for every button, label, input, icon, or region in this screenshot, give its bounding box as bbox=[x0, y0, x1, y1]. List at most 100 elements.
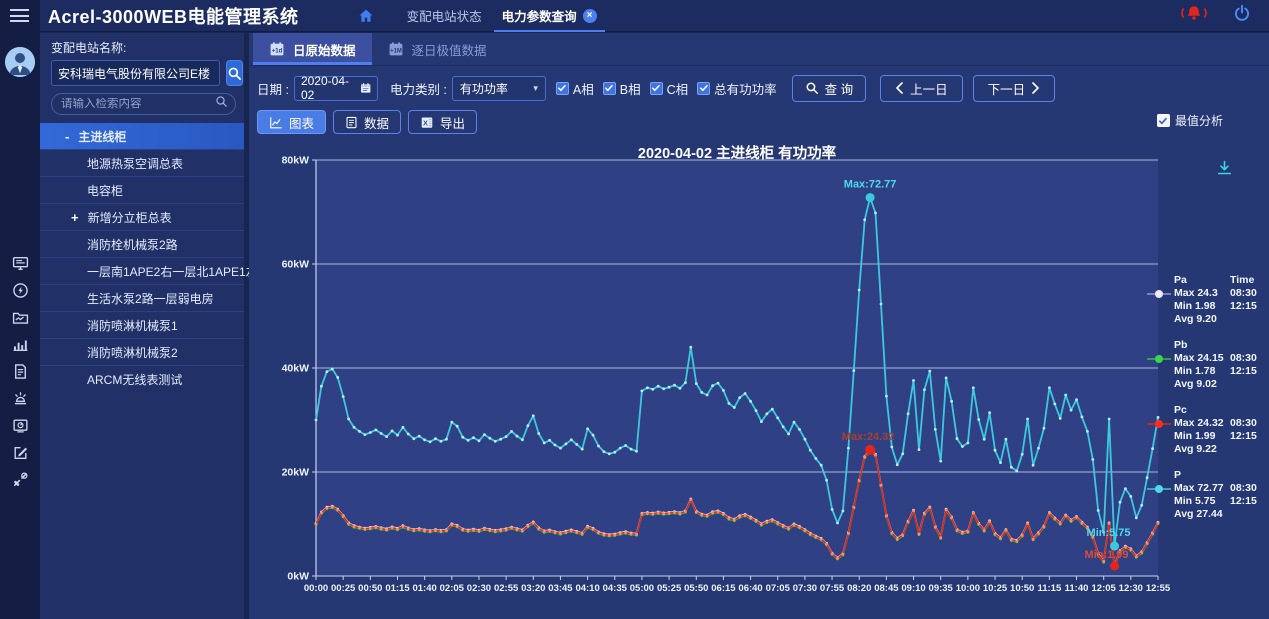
series-P-marker bbox=[445, 437, 448, 441]
tree-node-6[interactable]: 生活水泵2路一层弱电房 bbox=[40, 284, 244, 311]
series-P-marker bbox=[933, 428, 937, 431]
series-stats-legend: Pa Time Max 24.3 08:30 Min 1.98 12:15 Avg 9.20… bbox=[1147, 274, 1267, 534]
report-icon[interactable] bbox=[0, 358, 40, 385]
edit-icon[interactable] bbox=[0, 439, 40, 466]
series-Pc-marker bbox=[646, 511, 649, 515]
x-axis-label: 04:10 bbox=[575, 583, 599, 594]
tree-node-2[interactable]: 电容柜 bbox=[40, 176, 244, 203]
archive-icon[interactable] bbox=[0, 304, 40, 331]
meter-icon[interactable] bbox=[0, 412, 40, 439]
alarm-bell-icon[interactable] bbox=[1179, 3, 1209, 28]
series-Pc-marker bbox=[1031, 537, 1035, 541]
collapse-icon[interactable]: - bbox=[65, 128, 70, 144]
date-picker[interactable]: 2020-04-02 bbox=[293, 74, 378, 102]
series-Pc-marker bbox=[1096, 552, 1100, 556]
series-Pc-marker bbox=[629, 532, 633, 536]
legend-series-name: Pb bbox=[1174, 339, 1188, 351]
series-P-marker bbox=[1053, 402, 1057, 406]
next-day-button[interactable]: 下一日 bbox=[972, 74, 1056, 102]
query-button[interactable]: 查 询 bbox=[791, 74, 867, 102]
tree-node-1[interactable]: 地源热泵空调总表 bbox=[40, 149, 244, 176]
legend-group-Pc[interactable]: Pc Max 24.32 08:30 Min 1.99 12:15 Avg 9.22 bbox=[1147, 404, 1267, 456]
station-name-input[interactable] bbox=[51, 60, 220, 86]
series-Pc-marker bbox=[1075, 515, 1078, 519]
energy-icon[interactable] bbox=[0, 277, 40, 304]
tree-node-3[interactable]: + 新增分立柜总表 bbox=[40, 203, 244, 230]
series-P-marker bbox=[684, 381, 687, 384]
main-tab-1[interactable]: +1M 逐日极值数据 bbox=[372, 33, 503, 65]
header-tab-0[interactable]: 变配电站状态 bbox=[397, 0, 492, 32]
checkbox-checked-icon bbox=[649, 81, 663, 95]
checkbox-checked-icon bbox=[1156, 114, 1170, 127]
close-tab-icon[interactable]: × bbox=[582, 8, 597, 23]
series-Pc-marker bbox=[836, 556, 839, 560]
download-icon[interactable] bbox=[1216, 160, 1233, 181]
series-P-marker bbox=[863, 218, 867, 222]
phase-checkbox-2[interactable]: C相 bbox=[649, 79, 688, 98]
power-category-select[interactable]: 有功功率 ▾ bbox=[451, 75, 546, 101]
series-P-marker bbox=[1048, 386, 1051, 390]
export-button[interactable]: X 导出 bbox=[408, 110, 478, 134]
bar-chart-icon[interactable] bbox=[0, 331, 40, 358]
category-label: 电力类别 : bbox=[389, 82, 447, 97]
series-Pc-marker bbox=[711, 511, 714, 514]
x-axis-label: 03:45 bbox=[548, 583, 573, 594]
phase-checkbox-3[interactable]: 总有功功率 bbox=[697, 79, 777, 98]
tree-node-7[interactable]: 消防喷淋机械泵1 bbox=[40, 311, 244, 338]
series-P-marker bbox=[580, 447, 584, 451]
phase-checkbox-0[interactable]: A相 bbox=[555, 79, 594, 98]
avatar[interactable] bbox=[5, 47, 35, 77]
series-P-marker bbox=[330, 367, 334, 371]
chevron-down-icon: ▾ bbox=[533, 82, 538, 93]
series-Pc-marker bbox=[1134, 555, 1138, 558]
legend-group-P[interactable]: P Max 72.77 08:30 Min 5.75 12:15 Avg 27.44 bbox=[1147, 469, 1267, 521]
checkbox-checked-icon bbox=[602, 81, 616, 95]
calendar-icon: +1d bbox=[270, 42, 284, 56]
series-Pc-marker bbox=[1004, 529, 1008, 532]
legend-min-time: 12:15 bbox=[1230, 495, 1257, 507]
power-icon[interactable] bbox=[1233, 4, 1251, 27]
home-icon[interactable] bbox=[357, 8, 375, 24]
excel-export-icon: X bbox=[421, 116, 433, 128]
series-Pc-marker bbox=[1118, 550, 1122, 553]
tree-node-0[interactable]: - 主进线柜 bbox=[40, 123, 244, 149]
legend-group-Pa[interactable]: Pa Time Max 24.3 08:30 Min 1.98 12:15 Avg 9.20 bbox=[1147, 274, 1267, 326]
series-Pc-marker bbox=[656, 511, 660, 515]
series-P-marker bbox=[504, 435, 508, 438]
series-Pc-marker bbox=[537, 527, 541, 530]
menu-icon[interactable] bbox=[10, 9, 29, 23]
tree-node-4[interactable]: 消防栓机械泵2路 bbox=[40, 230, 244, 257]
tree-node-9[interactable]: ARCM无线表测试 bbox=[40, 365, 244, 392]
legend-avg: Avg 9.20 bbox=[1174, 313, 1217, 325]
series-P-marker bbox=[738, 396, 742, 399]
series-Pc-marker bbox=[890, 531, 894, 535]
phase-checkbox-1[interactable]: B相 bbox=[602, 79, 641, 98]
main-tab-0[interactable]: +1d 日原始数据 bbox=[253, 33, 372, 65]
series-P-marker bbox=[765, 412, 769, 416]
series-P-marker bbox=[1037, 446, 1040, 450]
legend-group-Pb[interactable]: Pb Max 24.15 08:30 Min 1.78 12:15 Avg 9.02 bbox=[1147, 339, 1267, 391]
series-Pc-marker bbox=[580, 532, 584, 536]
tree-node-5[interactable]: 一层南1APE2右一层北1APE1左 bbox=[40, 257, 258, 284]
chart-view-button[interactable]: 图表 bbox=[257, 110, 327, 134]
expand-icon[interactable]: + bbox=[71, 209, 79, 225]
alarm-icon[interactable] bbox=[0, 385, 40, 412]
series-P-marker bbox=[564, 442, 568, 446]
x-axis-label: 07:55 bbox=[820, 583, 845, 594]
series-P-marker bbox=[602, 450, 606, 454]
max-analysis-checkbox[interactable]: 最值分析 bbox=[1156, 112, 1223, 129]
series-Pc-marker bbox=[341, 514, 345, 518]
tree-search-input[interactable] bbox=[61, 98, 215, 110]
data-view-button[interactable]: 数据 bbox=[333, 110, 402, 134]
tree-node-8[interactable]: 消防喷淋机械泵2 bbox=[40, 338, 244, 365]
x-axis-label: 08:20 bbox=[847, 583, 871, 594]
monitor-icon[interactable] bbox=[0, 250, 40, 277]
tools-icon[interactable] bbox=[0, 466, 40, 493]
station-search-button[interactable] bbox=[226, 60, 243, 86]
series-Pc-marker bbox=[618, 532, 622, 535]
legend-max-time: 08:30 bbox=[1230, 417, 1257, 429]
series-P-marker bbox=[803, 437, 807, 441]
prev-day-button[interactable]: 上一日 bbox=[880, 74, 963, 102]
header-tab-1[interactable]: 电力参数查询 × bbox=[492, 0, 607, 32]
